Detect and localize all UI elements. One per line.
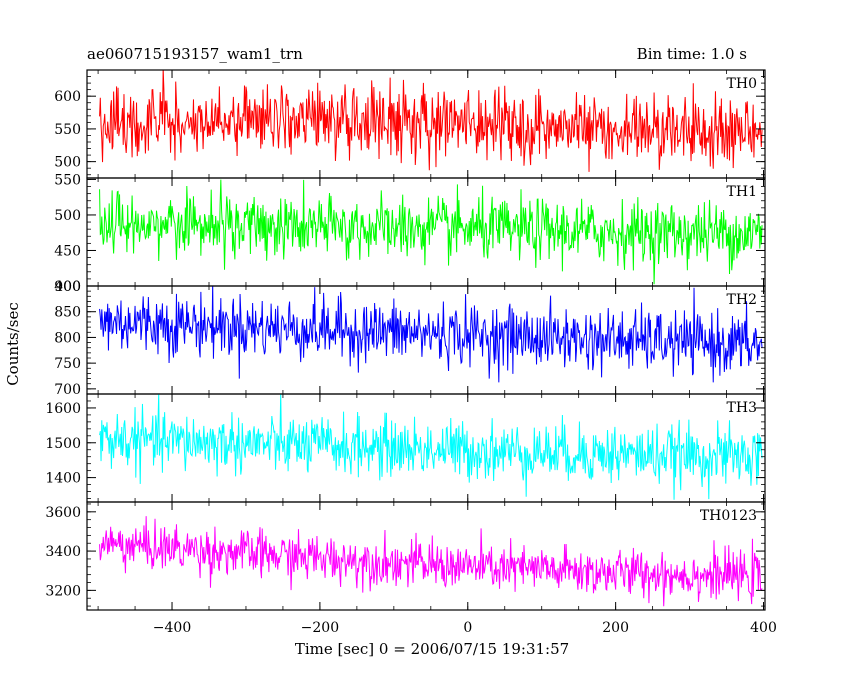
panel-label: TH0 <box>727 76 757 92</box>
series-th1 <box>99 179 763 285</box>
x-tick-label: 0 <box>463 620 472 636</box>
panel-label: TH3 <box>727 400 757 416</box>
y-axis-title: Counts/sec <box>4 302 22 386</box>
series-th0 <box>99 70 763 172</box>
y-tick-label: 1600 <box>45 401 81 417</box>
series-th2 <box>99 286 763 383</box>
series-th3 <box>99 394 763 500</box>
panels-group: 500550600TH0400450500550TH17007508008509… <box>45 69 766 611</box>
panel-th1: 400 450 500 550 TH1 <box>54 172 766 295</box>
y-tick-label: 900 <box>54 279 81 295</box>
panel-frame <box>86 501 766 611</box>
y-tick-label: 3400 <box>45 544 81 560</box>
panel-label: TH2 <box>727 292 757 308</box>
y-tick-label: 1400 <box>45 471 81 487</box>
panel-label: TH1 <box>727 184 757 200</box>
x-axis-title: Time [sec] 0 = 2006/07/15 19:31:57 <box>295 640 569 658</box>
y-tick-label: 500 <box>54 208 81 224</box>
y-tick-label: 500 <box>54 155 81 171</box>
x-axis: −400 −200 0 200 400 <box>153 620 777 636</box>
y-tick-label: 3200 <box>45 583 81 599</box>
x-tick-label: 400 <box>750 620 777 636</box>
y-tick-label: 400 <box>54 279 81 295</box>
y-tick-label: 550 <box>54 122 81 138</box>
y-tick-label: 550 <box>54 172 81 188</box>
y-tick-label: 750 <box>54 356 81 372</box>
y-tick-label: 3600 <box>45 505 81 521</box>
panel-th2: 700 750 800 850 900 TH2 <box>54 279 766 398</box>
y-tick-label: 600 <box>54 89 81 105</box>
chart-title: ae060715193157_wam1_trn <box>87 45 303 63</box>
y-tick-label: 450 <box>54 243 81 259</box>
panel-th0123: 3200 3400 3600 TH0123 <box>45 501 766 611</box>
y-tick-label: 800 <box>54 330 81 346</box>
x-tick-label: −400 <box>153 620 191 636</box>
panel-th3: 1400 1500 1600 TH3 <box>45 393 766 503</box>
y-tick-label: 1500 <box>45 436 81 452</box>
bin-time-label: Bin time: 1.0 s <box>637 45 747 63</box>
y-tick-label: 850 <box>54 305 81 321</box>
x-tick-label: −200 <box>301 620 339 636</box>
series-th0123 <box>99 516 763 607</box>
panel-label: TH0123 <box>700 508 757 524</box>
x-tick-label: 200 <box>602 620 629 636</box>
y-tick-label: 700 <box>54 382 81 398</box>
panel-frame <box>86 285 766 395</box>
panel-th0: 500 550 600 TH0 <box>54 69 766 179</box>
